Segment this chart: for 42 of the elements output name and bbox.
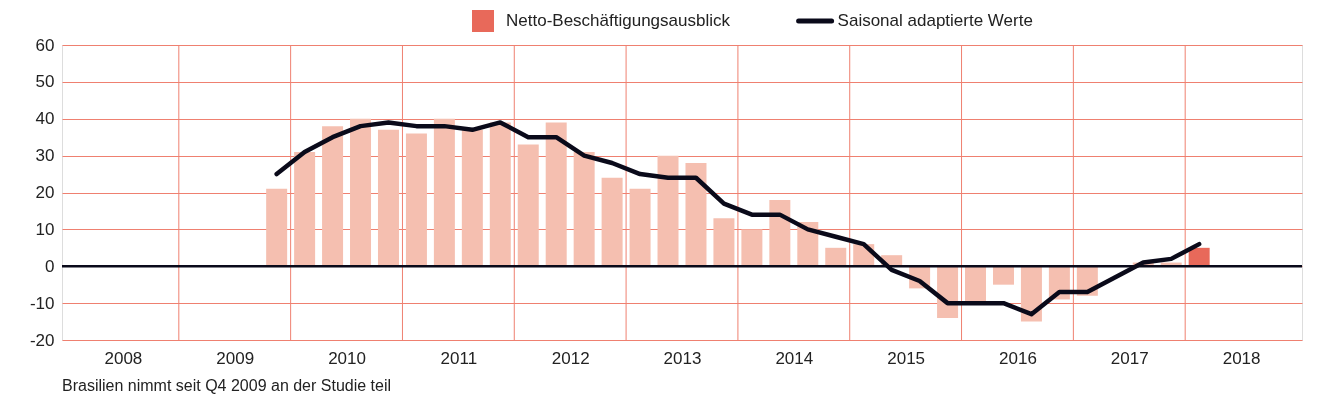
- bar: [741, 229, 763, 267]
- y-tick-label: 0: [45, 256, 55, 276]
- bar: [657, 155, 679, 267]
- legend-label: Netto-Beschäftigungsausblick: [506, 11, 731, 30]
- text: Brasilien nimmt seit Q4 2009 an der Studie teil: [62, 377, 392, 394]
- y-tick-label: 60: [35, 35, 55, 55]
- x-tick-label: 2018: [1222, 348, 1261, 368]
- bar: [629, 188, 651, 267]
- y-tick-label: 20: [35, 183, 55, 202]
- x-tick-label: 2016: [999, 348, 1037, 368]
- bar: [294, 151, 316, 267]
- bar: [350, 118, 372, 267]
- bar: [461, 129, 483, 267]
- x-tick-label: 2012: [551, 348, 590, 368]
- x-tick-label: 2014: [775, 348, 814, 368]
- y-tick-label: 10: [35, 219, 55, 239]
- y-tick-label: 30: [35, 146, 55, 166]
- bar: [377, 129, 399, 267]
- bar: [573, 151, 595, 267]
- bar: [489, 122, 511, 267]
- x-tick-label: 2013: [663, 348, 702, 368]
- x-tick-label: 2017: [1110, 348, 1149, 368]
- x-tick-label: 2010: [328, 348, 366, 368]
- bar: [266, 188, 288, 267]
- bar: [322, 126, 344, 267]
- bar: [825, 247, 847, 267]
- y-tick-label: -10: [29, 293, 55, 313]
- legend-label: Saisonal adaptierte Werte: [837, 11, 1033, 30]
- y-tick-label: -20: [29, 330, 55, 350]
- bar: [517, 144, 539, 267]
- bar: [545, 122, 567, 267]
- x-tick-label: 2009: [216, 348, 255, 368]
- bar: [601, 177, 623, 267]
- x-tick-label: 2015: [887, 348, 926, 368]
- x-tick-label: 2011: [440, 348, 478, 368]
- bar: [433, 118, 455, 267]
- y-tick-label: 40: [35, 109, 55, 129]
- bar: [405, 133, 427, 267]
- bar: [713, 218, 735, 267]
- x-tick-label: 2008: [104, 348, 143, 368]
- y-tick-label: 50: [35, 72, 55, 92]
- bar: [685, 163, 707, 267]
